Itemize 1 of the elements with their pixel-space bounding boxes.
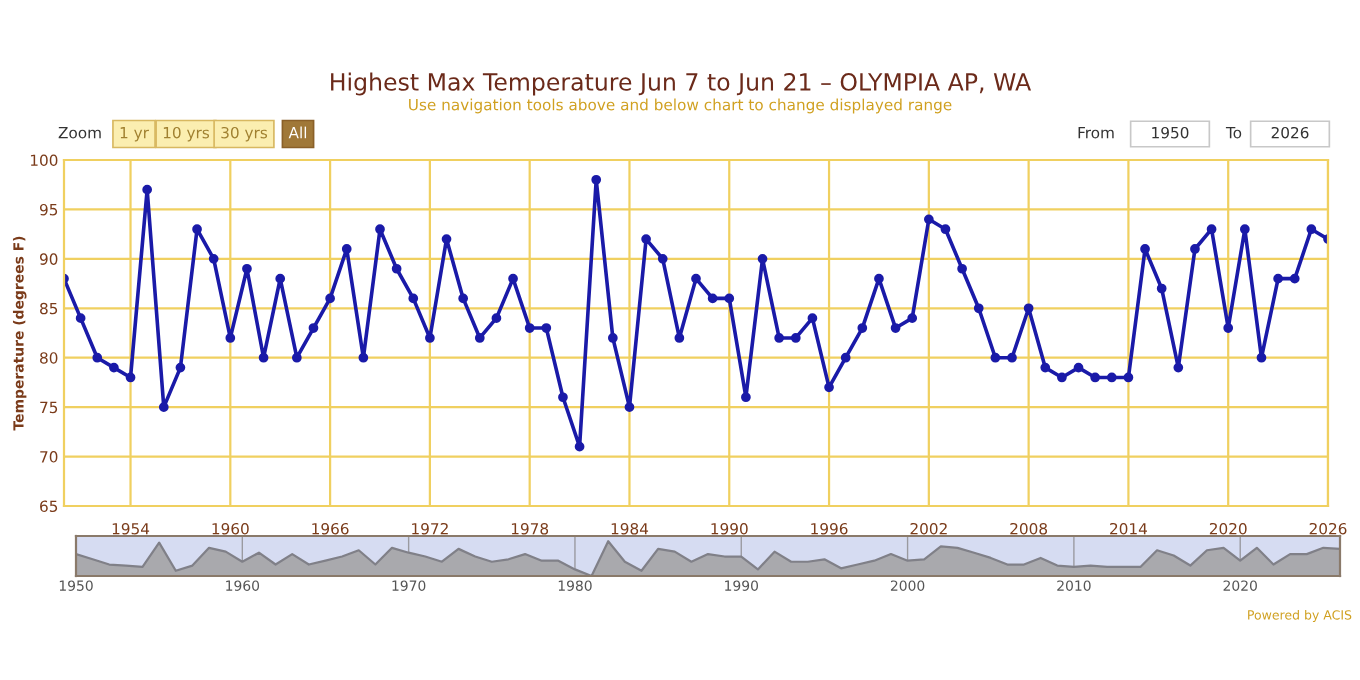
chart-title: Highest Max Temperature Jun 7 to Jun 21 – OLYMPIA AP, WA — [331, 72, 1032, 96]
